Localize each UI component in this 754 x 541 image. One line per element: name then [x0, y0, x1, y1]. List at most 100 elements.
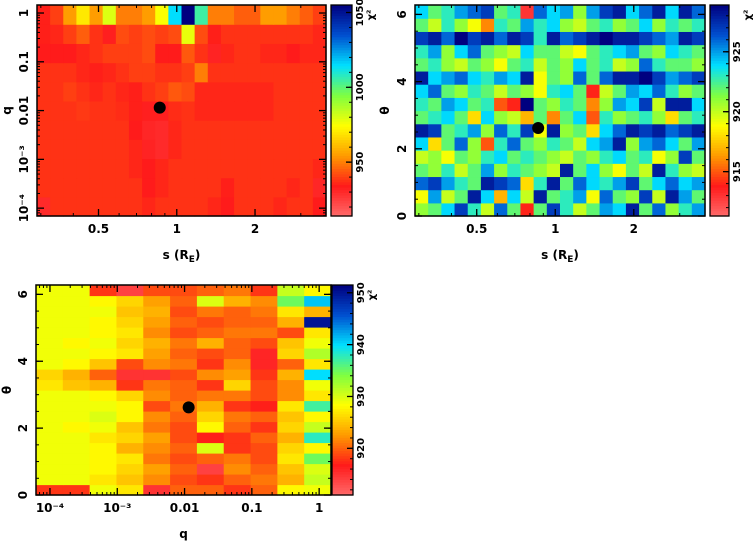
colorbar-swatch	[332, 334, 353, 339]
heatmap-cell	[89, 400, 118, 412]
heatmap-cell	[652, 202, 667, 217]
colorbar-swatch	[331, 26, 352, 30]
heatmap-cell	[196, 453, 225, 465]
y-tick-label: 4	[395, 77, 409, 85]
heatmap-cell	[116, 463, 144, 475]
heatmap-cell	[50, 120, 64, 140]
heatmap-cell	[250, 453, 278, 465]
heatmap-cell	[299, 196, 314, 217]
colorbar-swatch	[331, 157, 352, 162]
x-tick-label: 0.1	[241, 501, 262, 515]
heatmap-cell	[168, 43, 183, 64]
y-tick-label: 1	[17, 9, 31, 17]
heatmap-cell	[250, 474, 278, 486]
heatmap-cell	[546, 70, 561, 85]
heatmap-cell	[260, 43, 275, 64]
heatmap-cell	[155, 177, 169, 198]
heatmap-cell	[454, 176, 469, 191]
colorbar-swatch	[332, 426, 353, 430]
heatmap-cell	[560, 110, 574, 125]
colorbar-swatch	[332, 481, 353, 486]
x-axis-label-text: s (R	[541, 248, 567, 262]
heatmap-cell	[89, 421, 118, 433]
colorbar-swatch	[331, 36, 352, 40]
heatmap-cell	[286, 5, 301, 25]
heatmap-cell	[599, 176, 614, 191]
heatmap-cell	[63, 5, 78, 25]
heatmap-cell	[428, 97, 442, 112]
heatmap-cell	[260, 100, 275, 121]
colorbar-swatch	[710, 15, 729, 19]
x-tick-label: 0.5	[466, 222, 487, 236]
heatmap-cell	[480, 70, 495, 85]
heatmap-cell	[286, 177, 301, 198]
heatmap-cell	[170, 474, 198, 486]
heatmap-cell	[89, 358, 118, 370]
heatmap-cell	[520, 57, 535, 72]
heatmap-cell	[194, 139, 209, 160]
heatmap-cell	[599, 189, 614, 204]
heatmap-cell	[467, 110, 482, 125]
heatmap-cell	[533, 97, 548, 112]
heatmap-cell	[234, 100, 248, 121]
heatmap-cell	[143, 306, 171, 318]
heatmap-cell	[62, 306, 91, 318]
heatmap-cell	[102, 158, 117, 179]
heatmap-cell	[168, 177, 183, 198]
heatmap-cell	[220, 62, 235, 83]
heatmap-cell	[599, 202, 614, 217]
y-tick-label: 2	[16, 424, 30, 432]
heatmap-cell	[62, 285, 91, 297]
heatmap-cell	[494, 70, 508, 85]
heatmap-cell	[312, 62, 327, 83]
heatmap-cell	[573, 84, 587, 98]
heatmap-cell	[533, 136, 548, 151]
heatmap-cell	[480, 150, 495, 164]
heatmap-cell	[625, 189, 640, 204]
heatmap-cell	[312, 43, 327, 64]
heatmap-cell	[691, 176, 706, 191]
heatmap-cell	[223, 379, 252, 391]
heatmap-cell	[625, 136, 640, 151]
heatmap-cell	[639, 44, 653, 59]
heatmap-cell	[304, 400, 332, 412]
heatmap-cell	[63, 100, 78, 121]
heatmap-cell	[170, 453, 198, 465]
heatmap-cell	[428, 136, 442, 151]
colorbar-swatch	[331, 15, 352, 19]
heatmap-cell	[223, 306, 252, 318]
heatmap-cell	[143, 295, 171, 307]
heatmap-cell	[507, 189, 522, 204]
heatmap-cell	[533, 150, 548, 164]
heatmap-cell	[223, 369, 252, 381]
colorbar-swatch	[331, 84, 352, 88]
heatmap-cell	[467, 70, 482, 85]
heatmap-cell	[62, 379, 91, 391]
colorbar-swatch	[332, 411, 353, 415]
heatmap-cell	[599, 136, 614, 151]
heatmap-cell	[63, 158, 78, 179]
colorbar-swatch	[710, 194, 729, 199]
colorbar-swatch	[332, 421, 353, 425]
heatmap-cell	[573, 202, 587, 217]
heatmap-cell	[560, 31, 574, 46]
colorbar-swatch	[331, 57, 352, 61]
heatmap-cell	[573, 57, 587, 72]
heatmap-cell	[37, 81, 51, 102]
heatmap-cell	[612, 176, 627, 191]
heatmap-cell	[494, 150, 508, 164]
heatmap-cell	[625, 31, 640, 46]
heatmap-cell	[247, 100, 261, 121]
heatmap-cell	[691, 189, 706, 204]
colorbar-tick-label: 1050	[355, 0, 366, 26]
colorbar-swatch	[710, 176, 729, 180]
heatmap-cell	[573, 136, 587, 151]
heatmap-cell	[304, 358, 332, 370]
heatmap-cell	[50, 177, 64, 198]
heatmap-cell	[639, 70, 653, 85]
colorbar-swatch	[331, 150, 352, 154]
heatmap-cell	[196, 348, 225, 360]
heatmap-cell	[573, 97, 587, 112]
colorbar-tick-label: 930	[356, 386, 367, 407]
heatmap-cell	[546, 57, 561, 72]
